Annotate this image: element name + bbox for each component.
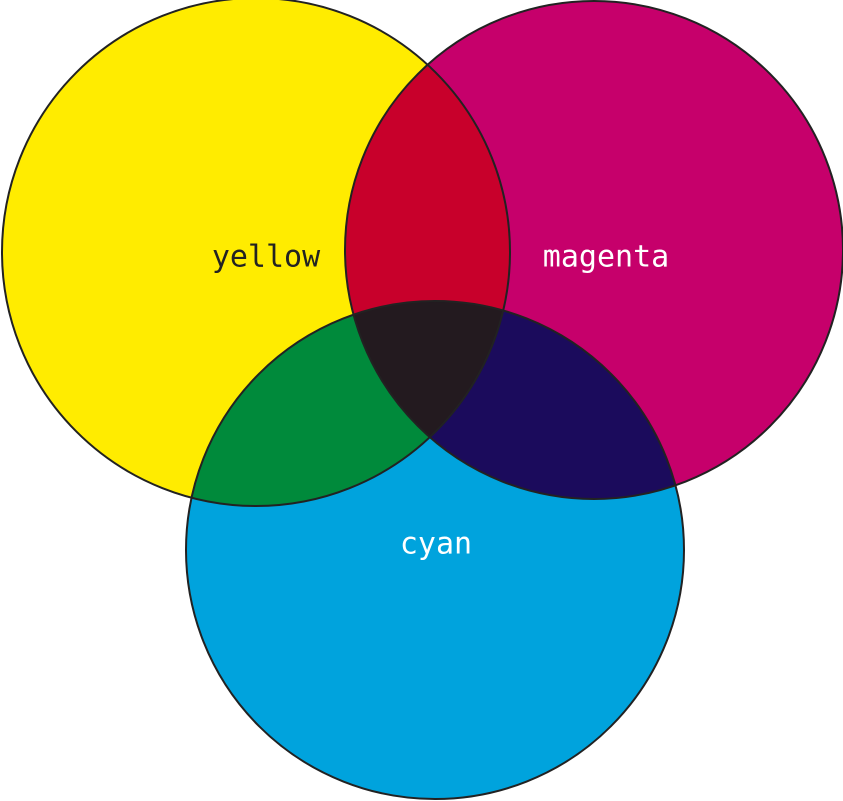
cyan-outline [185,300,685,800]
blue-region [345,301,684,499]
yellow-label: yellow [212,240,321,275]
magenta-label: magenta [543,240,669,275]
magenta-intersections [345,301,684,499]
cyan-label: cyan [400,527,472,562]
yellow-outline [1,0,511,507]
green-region [186,301,510,506]
magenta-outline [344,0,843,500]
